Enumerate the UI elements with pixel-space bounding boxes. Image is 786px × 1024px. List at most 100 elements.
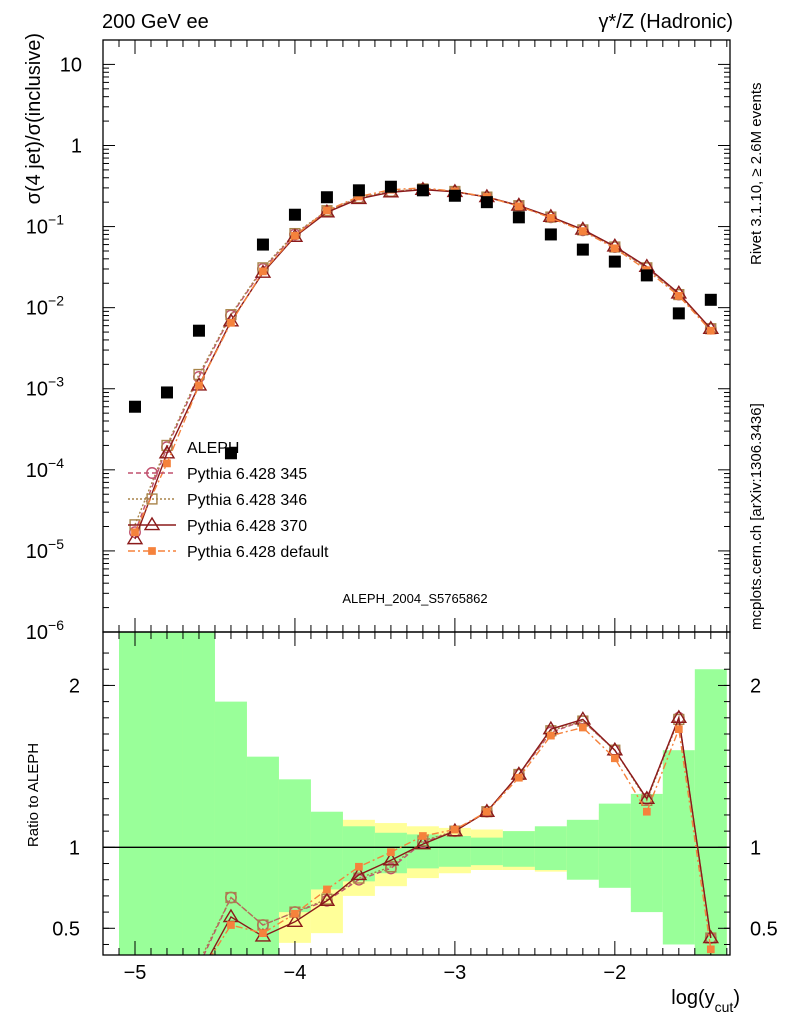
marker-filled-square: [483, 807, 491, 816]
marker-filled-square: [227, 318, 235, 327]
aleph-data-series: [128, 180, 717, 460]
header-left-title: 200 GeV ee: [102, 11, 209, 33]
ratio-series-3: [195, 723, 715, 979]
series-pythia-6-428-default: [131, 184, 715, 537]
marker-triangle: [128, 999, 142, 1011]
data-point: [608, 255, 621, 268]
marker-triangle: [382, 851, 400, 866]
marker-filled-square: [610, 754, 619, 763]
band-inner-bin: [502, 831, 535, 867]
band-inner-bin: [182, 632, 215, 955]
top-y-axis-label: σ(4 jet)/σ(inclusive): [23, 33, 45, 204]
band-inner-bin: [470, 837, 503, 866]
band-inner-bin: [310, 811, 343, 890]
marker-filled-square: [642, 807, 651, 816]
x-tick-label: −4: [284, 962, 307, 984]
legend-label: Pythia 6.428 370: [187, 518, 307, 535]
bottom-panel-frame: [102, 631, 731, 956]
marker-triangle: [318, 892, 336, 907]
y-tick-label: 1: [71, 135, 82, 157]
data-point: [640, 269, 653, 282]
band-inner-bin: [118, 632, 151, 955]
marker-filled-square: [387, 848, 395, 857]
marker-filled-square: [610, 244, 619, 253]
band-inner-bin: [534, 826, 567, 870]
marker-open-square: [162, 969, 172, 979]
marker-open-square: [385, 861, 397, 873]
marker-triangle: [670, 709, 688, 724]
marker-filled-square: [706, 945, 715, 954]
y-tick-label: 10−3: [26, 374, 64, 401]
x-axis-label: log(ycut): [671, 987, 740, 1015]
marker-filled-square: [674, 291, 683, 300]
y-tick-label: 10: [60, 54, 82, 76]
band-inner-bin: [342, 826, 375, 882]
marker-filled-square: [451, 825, 459, 834]
data-point: [480, 196, 493, 209]
data-point: [352, 184, 365, 197]
y-tick-label: 10−5: [26, 536, 64, 563]
legend-entry: Pythia 6.428 default: [128, 544, 329, 561]
marker-open-square: [225, 891, 237, 904]
data-point: [416, 184, 429, 197]
legend-entry: Pythia 6.428 370: [128, 516, 307, 535]
band-inner-bin: [566, 819, 599, 880]
band-inner-bin: [694, 669, 727, 955]
marker-filled-square: [355, 192, 363, 201]
data-point: [384, 180, 397, 193]
marker-open-square: [161, 439, 173, 452]
plot-frames: [102, 39, 731, 956]
marker-filled-square: [291, 231, 299, 240]
marker-filled-square: [195, 971, 203, 979]
ratio-y-tick-label-right: 0.5: [750, 918, 778, 940]
marker-filled-square: [163, 459, 171, 468]
band-inner-bin: [150, 632, 183, 955]
text-layer: 200 GeV ee γ*/Z (Hadronic) Rivet 3.1.10,…: [23, 11, 765, 1015]
marker-filled-square: [578, 227, 587, 235]
marker-filled-square: [674, 725, 683, 733]
data-point: [288, 208, 301, 221]
marker-triangle: [350, 866, 368, 881]
marker-triangle: [160, 973, 174, 985]
data-point: [672, 307, 685, 320]
legend-label: Pythia 6.428 346: [187, 492, 307, 509]
marker-triangle: [126, 530, 144, 545]
marker-filled-square: [419, 832, 427, 840]
band-inner-bin: [246, 756, 279, 955]
marker-filled-square: [515, 202, 523, 211]
ratio-y-tick-label-right: 1: [750, 837, 761, 859]
uncertainty-bands: [118, 632, 727, 955]
legend-entry: Pythia 6.428 346: [128, 492, 307, 509]
marker-filled-square: [323, 885, 331, 894]
marker-triangle: [286, 913, 304, 928]
marker-filled-square: [547, 214, 555, 222]
data-point: [512, 211, 525, 224]
data-point: [224, 447, 237, 460]
ratio-y-tick-label: 1: [69, 837, 80, 859]
y-tick-label: 10−4: [26, 455, 64, 482]
legend-label: Pythia 6.428 default: [187, 544, 329, 561]
marker-triangle: [414, 835, 432, 850]
marker-triangle: [143, 516, 161, 531]
marker-triangle: [638, 790, 656, 805]
legend-entry: Pythia 6.428 345: [128, 466, 307, 483]
marker-open-square: [130, 999, 140, 1009]
series-line: [134, 188, 712, 540]
legend-label: ALEPH: [187, 440, 239, 457]
marker-filled-square: [195, 381, 203, 390]
data-point: [256, 238, 269, 251]
legend: ALEPH Pythia 6.428 345 Pythia 6.428 346 Pyt…: [128, 440, 329, 561]
data-point: [704, 293, 717, 306]
marker-filled-square: [291, 909, 299, 918]
y-tick-label: 10−6: [26, 617, 64, 644]
marker-filled-square: [578, 723, 587, 732]
analysis-watermark: ALEPH_2004_S5765862: [342, 591, 487, 606]
marker-open-square: [146, 493, 158, 505]
ratio-series-line: [209, 715, 712, 955]
header-right-title: γ*/Z (Hadronic): [599, 11, 733, 33]
marker-triangle: [158, 444, 176, 459]
ratio-y-tick-label: 2: [69, 675, 80, 697]
data-point: [192, 324, 205, 337]
data-point: [128, 400, 141, 413]
